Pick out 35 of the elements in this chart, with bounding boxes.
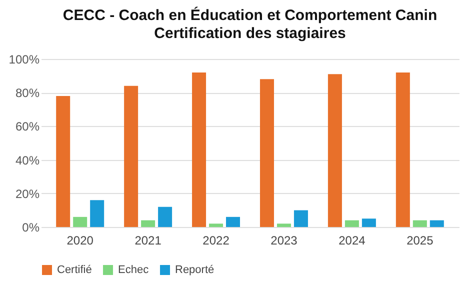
y-tick-label: 80% <box>15 86 40 100</box>
bar <box>328 74 342 227</box>
bar <box>124 86 138 227</box>
x-tick-label: 2021 <box>134 234 162 248</box>
legend-label: Echec <box>118 264 150 276</box>
legend-label: Reporté <box>175 264 214 276</box>
chart-subtitle: Certification des stagiaires <box>154 25 346 42</box>
bar <box>141 220 156 227</box>
bar <box>294 210 308 227</box>
bar <box>90 200 104 227</box>
x-tick-label: 2020 <box>66 234 94 248</box>
y-tick-label: 20% <box>15 186 40 201</box>
bar <box>73 216 88 227</box>
bar <box>344 220 359 227</box>
bar <box>209 224 224 227</box>
bar <box>56 96 70 227</box>
bar <box>276 224 291 227</box>
bar <box>396 72 410 227</box>
x-tick-label: 2023 <box>270 234 298 248</box>
x-tick-label: 2024 <box>338 234 366 248</box>
chart-title: CECC - Coach en Éducation et Comportement Canin <box>62 6 438 24</box>
x-tick-label: 2025 <box>406 234 434 248</box>
bar <box>192 72 206 227</box>
bar <box>226 216 240 227</box>
y-tick-label: 60% <box>15 120 40 134</box>
y-tick-label: 100% <box>8 52 40 66</box>
legend-label: Certifié <box>57 264 92 276</box>
x-tick-label: 2022 <box>202 234 230 248</box>
bar <box>430 220 444 227</box>
bar <box>260 79 274 227</box>
y-tick-label: 0% <box>22 220 40 234</box>
bar <box>158 206 172 227</box>
bar <box>362 218 376 227</box>
bar <box>412 220 427 227</box>
y-tick-label: 40% <box>15 153 40 168</box>
